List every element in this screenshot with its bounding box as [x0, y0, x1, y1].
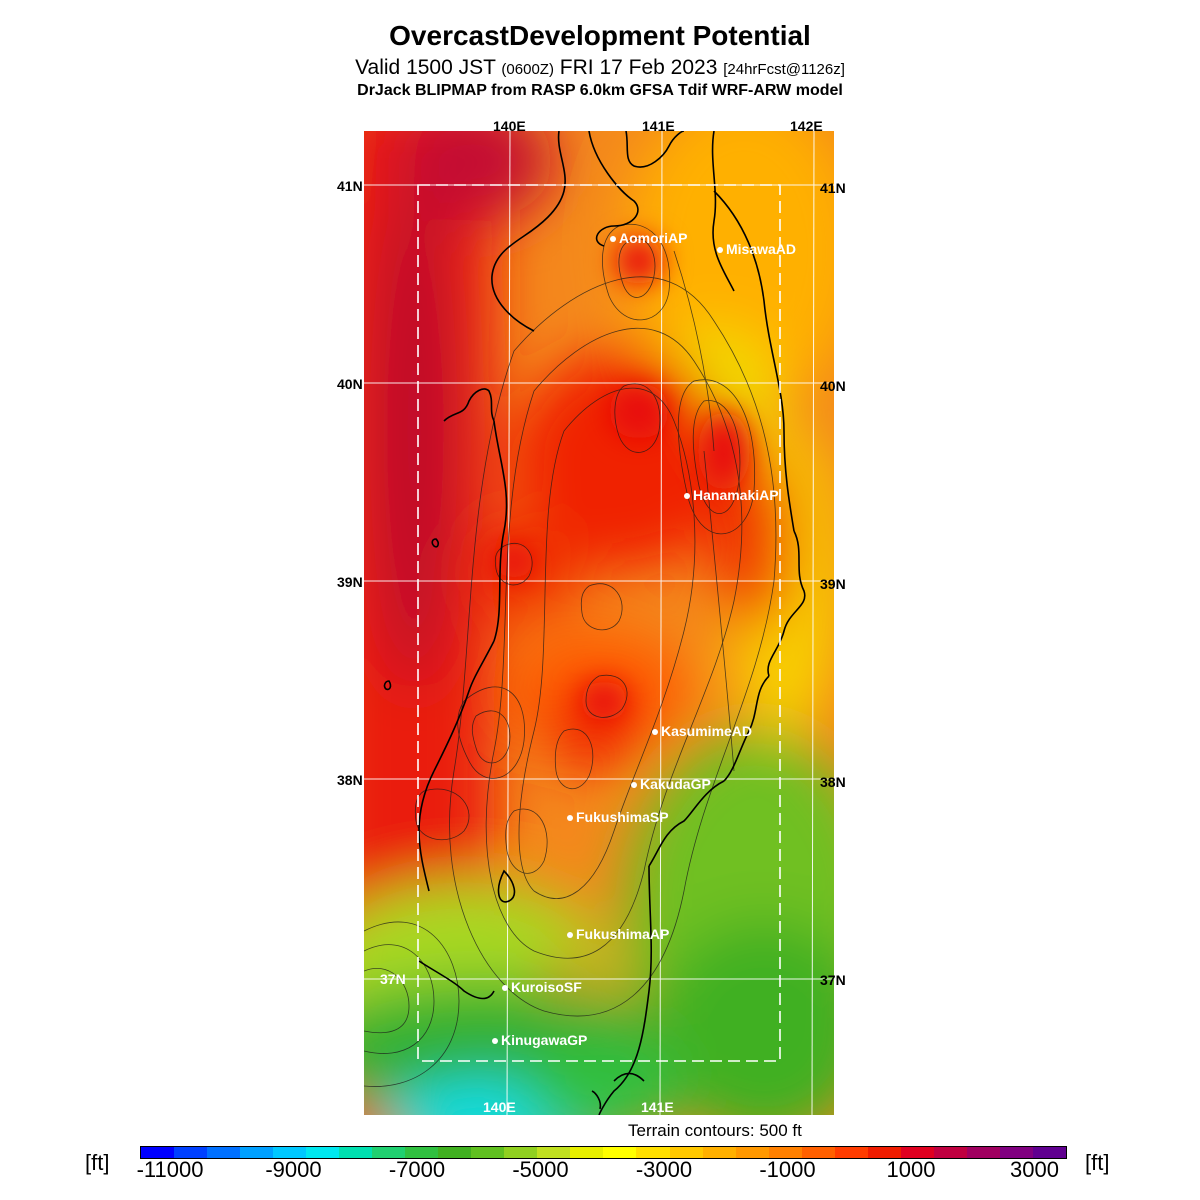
lon-label-top-142: 142E: [790, 118, 823, 134]
colorbar-segment: [174, 1147, 208, 1158]
station-marker-icon: [717, 247, 723, 254]
colorbar-segment: [900, 1147, 934, 1158]
station-marker-icon: [492, 1038, 498, 1045]
lat-label-left-37: 37N: [380, 971, 406, 987]
station-label: FukushimaSP: [576, 809, 669, 825]
station-kasumime-ad: KasumimeAD: [652, 723, 752, 739]
colorbar-segment: [504, 1147, 538, 1158]
station-marker-icon: [631, 782, 637, 789]
station-label: KinugawaGP: [501, 1032, 588, 1048]
unit-label-right: [ft]: [1085, 1150, 1110, 1175]
colorbar: [140, 1146, 1067, 1159]
station-label: KakudaGP: [640, 776, 711, 792]
station-label: KasumimeAD: [661, 723, 753, 739]
colorbar-segment: [966, 1147, 1000, 1158]
colorbar-tick-label: -3000: [635, 1157, 693, 1182]
lat-label-left-39: 39N: [337, 574, 363, 590]
colorbar-tick-label: -1000: [759, 1157, 816, 1182]
colorbar-segment: [702, 1147, 736, 1158]
colorbar-segment: [669, 1147, 703, 1158]
colorbar-segment: [603, 1147, 637, 1158]
valid-time-line: Valid 1500 JST (0600Z) FRI 17 Feb 2023 […: [0, 56, 1200, 80]
colorbar-segment: [372, 1147, 406, 1158]
station-label: KuroisoSF: [511, 979, 582, 995]
lat-label-left-40: 40N: [337, 376, 363, 392]
colorbar-segment: [801, 1147, 835, 1158]
lat-label-right-40: 40N: [820, 378, 846, 394]
valid-date: FRI 17 Feb 2023: [559, 56, 718, 79]
terrain-contour-note: Terrain contours: 500 ft: [628, 1121, 802, 1140]
colorbar-segment: [867, 1147, 901, 1158]
colorbar-segment: [207, 1147, 241, 1158]
lon-label-bottom-140: 140E: [483, 1099, 516, 1115]
colorbar-segment: [933, 1147, 967, 1158]
colorbar-tick-label: 3000: [1010, 1157, 1059, 1182]
colorbar-segment: [471, 1147, 505, 1158]
lat-label-right-37: 37N: [820, 972, 846, 988]
forecast-map: AomoriAP MisawaAD HanamakiAP KasumimeAD …: [364, 131, 834, 1115]
lat-label-right-38: 38N: [820, 774, 846, 790]
colorbar-segment: [570, 1147, 604, 1158]
station-label: MisawaAD: [726, 241, 797, 257]
colorbar-tick-label: -7000: [388, 1157, 446, 1182]
colorbar-segment: [141, 1147, 175, 1158]
colorbar-segment: [240, 1147, 274, 1158]
model-line: DrJack BLIPMAP from RASP 6.0km GFSA Tdif…: [357, 82, 843, 99]
lat-label-right-41: 41N: [820, 180, 846, 196]
colorbar-segment: [768, 1147, 802, 1158]
colorbar-segment: [405, 1147, 439, 1158]
valid-utc: (0600Z): [501, 61, 554, 78]
colorbar-segment: [537, 1147, 571, 1158]
station-kinugawa-gp: KinugawaGP: [492, 1032, 587, 1048]
map-title: OvercastDevelopment Potential: [389, 20, 811, 51]
colorbar-segment: [339, 1147, 373, 1158]
station-marker-icon: [610, 236, 616, 243]
lon-label-top-141: 141E: [642, 118, 675, 134]
coastline: [383, 131, 806, 1115]
colorbar-tick-label: 1000: [886, 1157, 936, 1182]
lon-label-bottom-141: 141E: [641, 1099, 674, 1115]
lon-label-top-140: 140E: [493, 118, 526, 134]
unit-label-left: [ft]: [85, 1150, 110, 1175]
station-fukushima-ap: FukushimaAP: [567, 926, 669, 942]
station-aomori-ap: AomoriAP: [610, 230, 687, 246]
station-hanamaki-ap: HanamakiAP: [684, 487, 779, 503]
station-kuroiso-sf: KuroisoSF: [502, 979, 582, 995]
colorbar-segment: [636, 1147, 670, 1158]
station-marker-icon: [567, 815, 573, 822]
lat-label-left-38: 38N: [337, 772, 363, 788]
station-label: HanamakiAP: [693, 487, 779, 503]
station-marker-icon: [652, 729, 658, 736]
colorbar-segment: [735, 1147, 769, 1158]
lat-label-right-39: 39N: [820, 576, 846, 592]
station-kakuda-gp: KakudaGP: [631, 776, 711, 792]
colorbar-segment: [999, 1147, 1033, 1158]
station-label: FukushimaAP: [576, 926, 670, 942]
colorbar-segment: [273, 1147, 307, 1158]
colorbar-segment: [306, 1147, 340, 1158]
colorbar-tick-label: -9000: [265, 1157, 322, 1182]
colorbar-tick-label: -5000: [512, 1157, 569, 1182]
station-misawa-ad: MisawaAD: [717, 241, 796, 257]
terrain-contours: [364, 223, 777, 1087]
station-marker-icon: [502, 985, 508, 992]
forecast-info: [24hrFcst@1126z]: [723, 61, 845, 78]
colorbar-segment: [438, 1147, 472, 1158]
colorbar-segment: [834, 1147, 868, 1158]
colorbar-segment: [1032, 1147, 1066, 1158]
colorbar-tick-label: -11000: [136, 1157, 204, 1182]
subdomain-boundary: [417, 184, 781, 1062]
valid-prefix: Valid 1500 JST: [355, 56, 496, 79]
station-marker-icon: [684, 493, 690, 500]
map-canvas: [364, 131, 834, 1115]
lat-label-left-41: 41N: [337, 178, 363, 194]
station-label: AomoriAP: [619, 230, 688, 246]
station-marker-icon: [567, 932, 573, 939]
station-fukushima-sp: FukushimaSP: [567, 809, 669, 825]
